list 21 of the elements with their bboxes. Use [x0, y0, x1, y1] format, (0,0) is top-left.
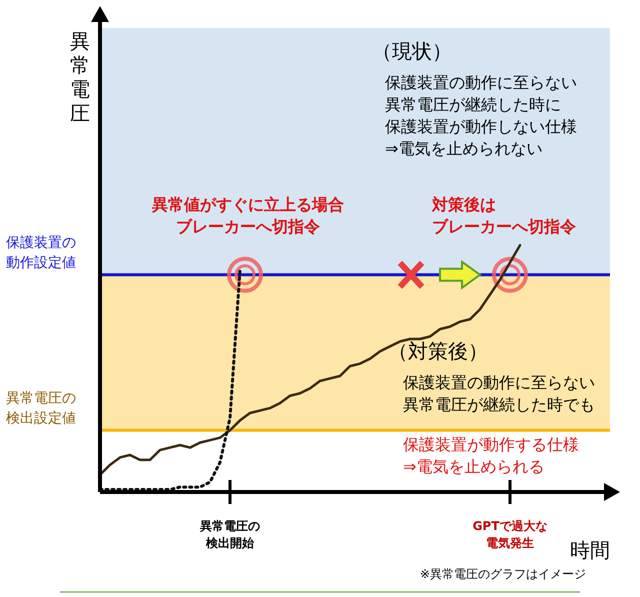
- text: ブレーカーへ切指令: [432, 217, 577, 236]
- annotation: 保護装置が動作する仕様: [403, 435, 579, 454]
- text: 対策後は: [431, 195, 496, 214]
- annotation: 異常電圧が継続した時でも: [403, 395, 595, 414]
- annotation: ⇒電気を止められる: [403, 457, 544, 476]
- text: 異常電圧が継続した時に: [385, 95, 561, 114]
- text: ※異常電圧のグラフはイメージ: [420, 567, 586, 581]
- annotation: （対策後）: [388, 339, 488, 363]
- text: 保護装置の動作に至らない: [385, 73, 577, 92]
- text: 保護装置が動作しない仕様: [385, 117, 577, 136]
- text: ブレーカーへ切指令: [176, 217, 321, 236]
- text: 異常電圧: [70, 29, 90, 125]
- x-axis-title: 時間: [570, 538, 610, 562]
- ref-line-label: 異常電圧の検出設定値: [6, 390, 76, 426]
- text: （現状）: [372, 39, 452, 63]
- annotation: 保護装置の動作に至らない: [403, 373, 595, 392]
- x-tick-label: GPTで過大な電気発生: [472, 519, 548, 550]
- text: ⇒電気を止められない: [385, 139, 542, 158]
- ref-line-label: 保護装置の動作設定値: [6, 234, 76, 271]
- text: 異常値がすぐに立上る場合: [151, 195, 344, 214]
- x-tick-label: 異常電圧の検出開始: [199, 519, 260, 550]
